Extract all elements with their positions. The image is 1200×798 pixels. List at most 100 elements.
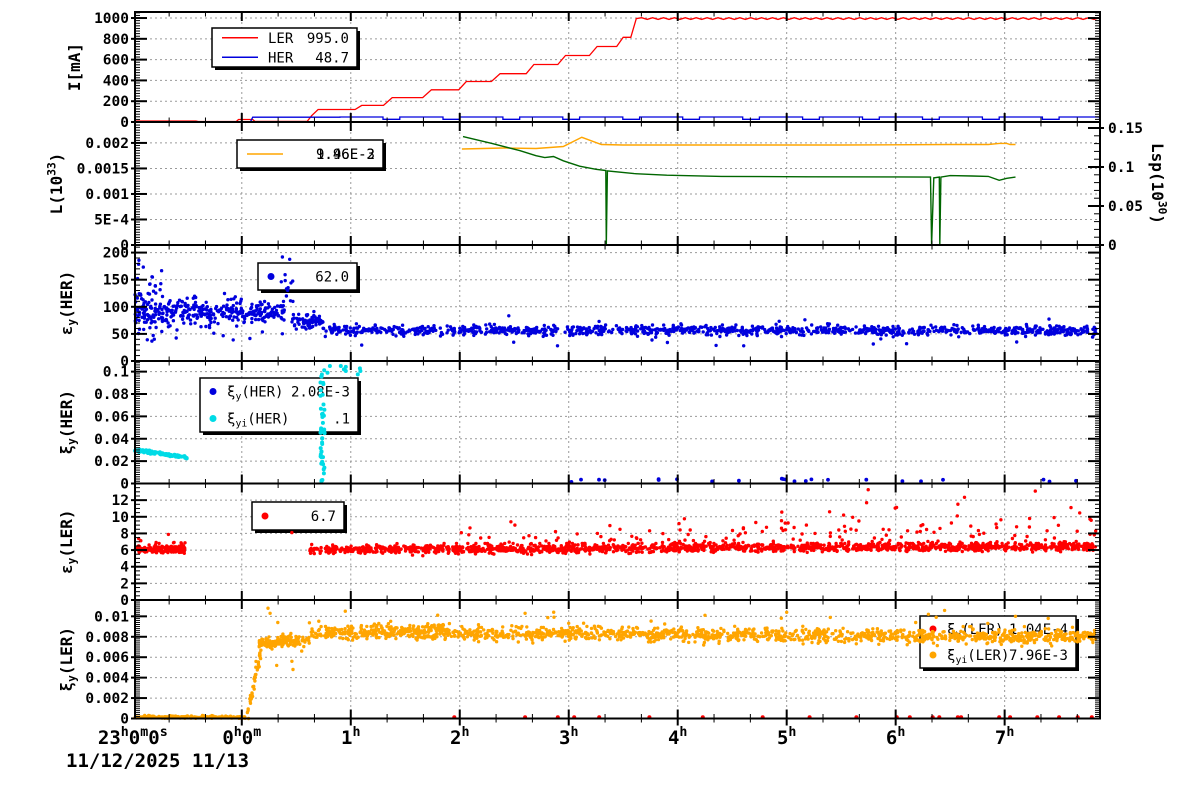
y-tick-label: 600 bbox=[103, 53, 129, 69]
y-tick-label: 0.006 bbox=[85, 650, 129, 666]
legend-swatch-dot bbox=[929, 651, 937, 659]
right-axis-title: Lsp(1030) bbox=[1148, 143, 1169, 224]
y-tick-label: 150 bbox=[103, 273, 129, 289]
legend-eps-y-ler: 6.7 bbox=[251, 501, 347, 533]
y-tick-label: 10 bbox=[112, 510, 129, 526]
series-eps-y-ler-points bbox=[133, 488, 1098, 558]
series-Lsp bbox=[462, 135, 1016, 246]
y-tick-label: 6 bbox=[120, 543, 129, 559]
y-axis-title: εy(LER) bbox=[57, 509, 79, 574]
x-tick-label: 5h bbox=[777, 725, 796, 749]
y-tick-label: 5E-4 bbox=[94, 212, 129, 228]
y-tick-label: 50 bbox=[112, 327, 129, 343]
right-tick-label: 0.1 bbox=[1108, 160, 1134, 176]
panel-eps-y-her: 62.0 0 50 100 150 200 εy(HER) bbox=[57, 244, 1101, 370]
legend-value: 6.7 bbox=[311, 509, 336, 525]
legend-value: 995.0 bbox=[307, 31, 349, 47]
y-tick-label: 0 bbox=[120, 238, 129, 254]
y-tick-label: 0.04 bbox=[94, 432, 129, 448]
legend-luminosity: 9.46E-21.96E-3 bbox=[236, 139, 386, 171]
series-HER bbox=[135, 116, 1101, 123]
legend-label: ξyi(LER) bbox=[947, 648, 1009, 666]
panel-beam-current: LER 995.0 HER 48.7 0 200 400 600 800 1000 I[mA] bbox=[65, 11, 1101, 131]
y-tick-label: 400 bbox=[103, 73, 129, 89]
y-tick-label: 2 bbox=[120, 576, 129, 592]
y-tick-label: 0 bbox=[120, 593, 129, 609]
y-axis-title: I[mA] bbox=[65, 43, 84, 91]
legend-value: 7.96E-3 bbox=[1009, 648, 1068, 664]
y-axis-title: εy(HER) bbox=[57, 271, 79, 336]
legend-label: ξy(HER) bbox=[227, 385, 284, 403]
series-luminosity bbox=[461, 135, 1016, 246]
y-tick-label: 1000 bbox=[94, 11, 129, 27]
x-tick-label: 4h bbox=[668, 725, 687, 749]
y-tick-label: 0.08 bbox=[94, 387, 129, 403]
y-tick-label: 0.001 bbox=[85, 187, 129, 203]
x-axis: 23h0m0s 0h0m 1h 2h 3h 4h 5h 6h 7h bbox=[98, 718, 1078, 749]
right-tick-label: 0.15 bbox=[1108, 121, 1143, 137]
y-tick-label: 0.004 bbox=[85, 671, 129, 687]
series-xi-yi-her-points bbox=[133, 364, 363, 484]
legend-label: HER bbox=[268, 50, 294, 66]
series-eps-y-ler bbox=[133, 488, 1098, 558]
y-tick-label: 4 bbox=[120, 560, 129, 576]
y-tick-label: 0.008 bbox=[85, 630, 129, 646]
x-tick-label: 2h bbox=[450, 725, 469, 749]
legend-swatch-dot bbox=[267, 273, 275, 280]
y-tick-label: 0 bbox=[120, 712, 129, 728]
y-tick-label: 0.002 bbox=[85, 136, 129, 152]
y-tick-label: 0.02 bbox=[94, 454, 129, 470]
series-L bbox=[461, 136, 1016, 150]
legend-swatch-dot bbox=[261, 512, 269, 520]
x-tick-label: 7h bbox=[995, 725, 1014, 749]
y-tick-label: 0.1 bbox=[103, 365, 129, 381]
legend-beam-current: LER 995.0 HER 48.7 bbox=[211, 27, 360, 70]
x-tick-label: 1h bbox=[341, 725, 360, 749]
y-axis-title: L(1033) bbox=[45, 153, 66, 215]
legend-label: LER bbox=[268, 31, 294, 47]
series-LER bbox=[135, 16, 1101, 123]
right-tick-label: 0 bbox=[1108, 238, 1117, 254]
y-tick-label: 0.06 bbox=[94, 409, 129, 425]
gridlines bbox=[135, 483, 1100, 600]
legend-label: ξyi(HER) bbox=[227, 412, 289, 430]
panel-luminosity: 9.46E-21.96E-3 0 5E-4 0.001 0.0015 0.002 0 0.05… bbox=[45, 121, 1169, 254]
axes-eps-y-her: 0 50 100 150 200 εy(HER) bbox=[57, 244, 1101, 370]
date-label: 11/12/2025 11/13 bbox=[66, 750, 250, 772]
x-tick-label: 3h bbox=[559, 725, 578, 749]
legend-swatch-dot bbox=[209, 415, 217, 422]
y-tick-label: 200 bbox=[103, 246, 129, 262]
y-axis-title: ξy(HER) bbox=[57, 390, 79, 455]
right-tick-label: 0.05 bbox=[1108, 199, 1143, 215]
legend-value-overlap: 9.46E-2 bbox=[316, 147, 375, 163]
y-tick-label: 0 bbox=[120, 354, 129, 370]
x-tick-label: 6h bbox=[886, 725, 905, 749]
legend-value: 62.0 bbox=[315, 270, 349, 286]
y-tick-label: 12 bbox=[112, 493, 129, 509]
series-xi-y-her-points bbox=[569, 476, 1078, 484]
legend-value: 2.08E-3 bbox=[291, 385, 350, 401]
y-tick-label: 0.002 bbox=[85, 691, 129, 707]
y-tick-label: 0 bbox=[120, 477, 129, 493]
y-tick-label: 0.0015 bbox=[77, 161, 129, 177]
legend-value: .1 bbox=[333, 412, 350, 428]
series-xi-y-her bbox=[133, 364, 1078, 484]
x-tick-label: 0h0m bbox=[222, 725, 261, 749]
y-tick-label: 100 bbox=[103, 300, 129, 316]
y-tick-label: 800 bbox=[103, 32, 129, 48]
y-tick-label: 0.01 bbox=[94, 609, 129, 625]
legend-swatch-dot bbox=[209, 388, 217, 395]
y-tick-label: 8 bbox=[120, 526, 129, 542]
axes-luminosity: 0 5E-4 0.001 0.0015 0.002 0 0.05 0.1 0.15 Lsp(103… bbox=[45, 121, 1169, 254]
series-beam-current bbox=[135, 16, 1101, 123]
x-tick-label: 23h0m0s bbox=[98, 725, 168, 749]
y-tick-label: 200 bbox=[103, 94, 129, 110]
y-axis-title: ξy(LER) bbox=[57, 627, 79, 692]
legend-value: 48.7 bbox=[315, 50, 349, 66]
y-tick-label: 0 bbox=[120, 115, 129, 131]
